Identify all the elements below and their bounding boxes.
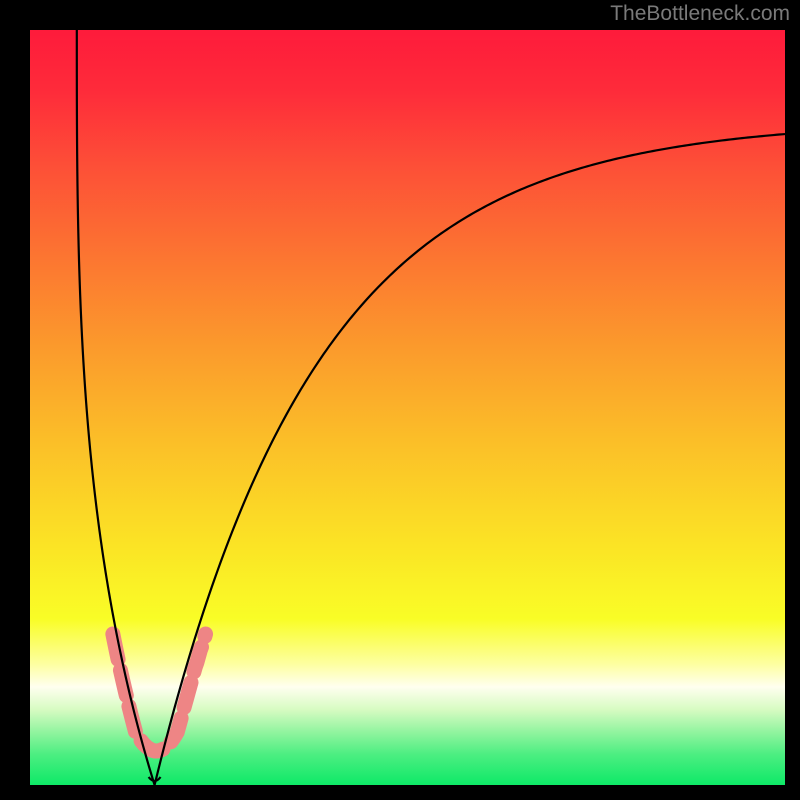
watermark-text: TheBottleneck.com [610, 2, 790, 26]
bottleneck-chart [30, 30, 785, 785]
gradient-background [30, 30, 785, 785]
chart-frame: { "canvas": { "width": 800, "height": 80… [0, 0, 800, 800]
